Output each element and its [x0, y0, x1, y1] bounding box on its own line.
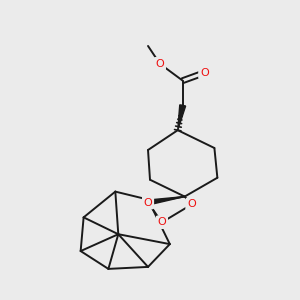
- Text: O: O: [158, 217, 166, 227]
- Text: O: O: [187, 200, 196, 209]
- Text: O: O: [187, 200, 196, 209]
- Text: O: O: [200, 68, 209, 78]
- Polygon shape: [148, 196, 185, 205]
- Text: O: O: [155, 59, 164, 69]
- Text: O: O: [158, 217, 166, 227]
- Text: O: O: [155, 59, 164, 69]
- Text: O: O: [144, 197, 152, 208]
- Text: O: O: [144, 197, 152, 208]
- Text: O: O: [200, 68, 209, 78]
- Polygon shape: [178, 105, 186, 130]
